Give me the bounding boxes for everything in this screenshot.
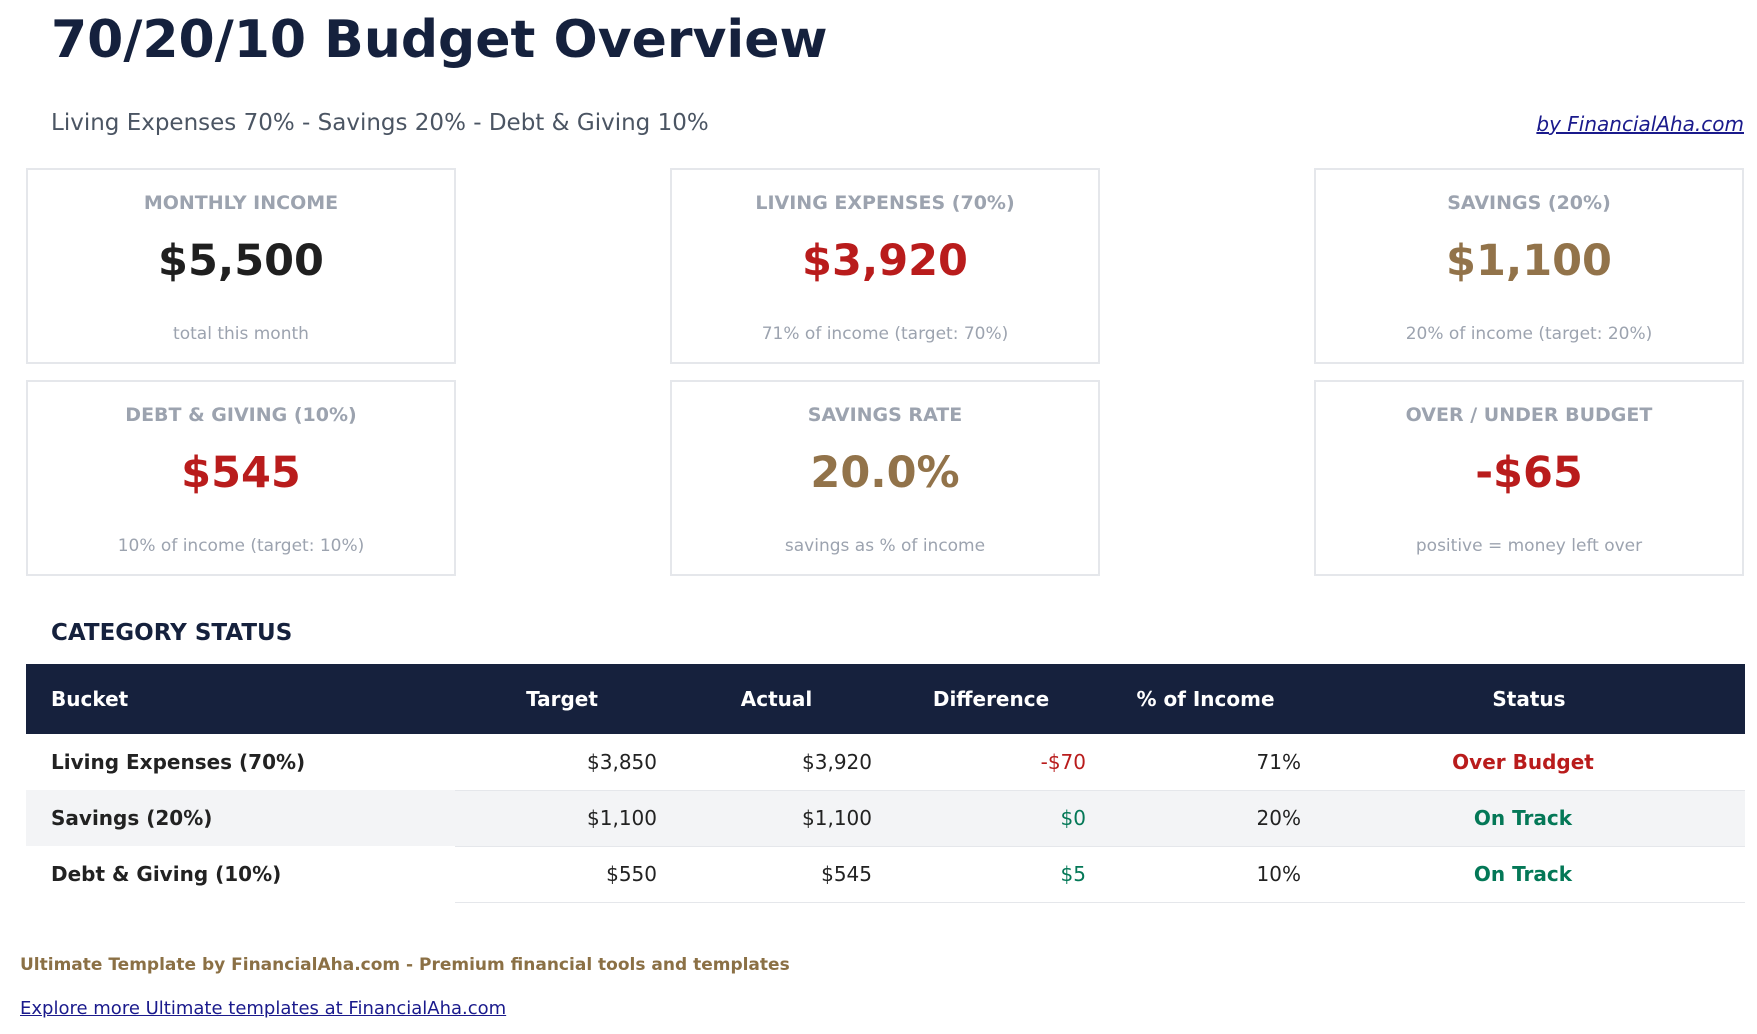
card-value: $5,500 bbox=[158, 236, 324, 286]
status-badge: On Track bbox=[1313, 846, 1745, 903]
byline-link[interactable]: by FinancialAha.com bbox=[1536, 112, 1744, 136]
card-label: MONTHLY INCOME bbox=[143, 192, 339, 214]
status-badge: On Track bbox=[1313, 790, 1745, 847]
col-status: Status bbox=[1313, 664, 1745, 734]
cell-difference: $5 bbox=[884, 846, 1098, 903]
category-status-table: Bucket Target Actual Difference % of Inc… bbox=[26, 664, 1745, 903]
page-subtitle: Living Expenses 70% - Savings 20% - Debt… bbox=[51, 110, 709, 136]
cell-pct-income: 71% bbox=[1098, 734, 1313, 791]
summary-card: SAVINGS (20%) $1,100 20% of income (targ… bbox=[1314, 168, 1744, 364]
summary-card: DEBT & GIVING (10%) $545 10% of income (… bbox=[26, 380, 456, 576]
cell-actual: $3,920 bbox=[669, 734, 884, 791]
summary-card: MONTHLY INCOME $5,500 total this month bbox=[26, 168, 456, 364]
card-label: LIVING EXPENSES (70%) bbox=[755, 192, 1015, 214]
card-subtext: 71% of income (target: 70%) bbox=[761, 324, 1009, 344]
table-row: Living Expenses (70%) $3,850 $3,920 -$70… bbox=[26, 734, 1745, 791]
card-subtext: total this month bbox=[173, 324, 309, 344]
cell-bucket: Savings (20%) bbox=[26, 790, 455, 846]
cell-target: $3,850 bbox=[455, 734, 669, 791]
status-badge: Over Budget bbox=[1313, 734, 1745, 791]
col-target: Target bbox=[455, 664, 669, 734]
summary-card: SAVINGS RATE 20.0% savings as % of incom… bbox=[670, 380, 1100, 576]
table-row: Savings (20%) $1,100 $1,100 $0 20% On Tr… bbox=[26, 790, 1745, 847]
footer-text: Ultimate Template by FinancialAha.com - … bbox=[20, 955, 790, 975]
summary-card: OVER / UNDER BUDGET -$65 positive = mone… bbox=[1314, 380, 1744, 576]
card-label: OVER / UNDER BUDGET bbox=[1405, 404, 1653, 426]
card-value: -$65 bbox=[1475, 448, 1583, 498]
card-subtext: positive = money left over bbox=[1415, 536, 1643, 556]
col-pct-income: % of Income bbox=[1098, 664, 1313, 734]
col-bucket: Bucket bbox=[26, 664, 455, 734]
section-title: CATEGORY STATUS bbox=[51, 620, 293, 646]
cell-pct-income: 10% bbox=[1098, 846, 1313, 903]
cell-pct-income: 20% bbox=[1098, 790, 1313, 847]
cell-actual: $1,100 bbox=[669, 790, 884, 847]
cell-bucket: Living Expenses (70%) bbox=[51, 750, 306, 774]
page-title: 70/20/10 Budget Overview bbox=[51, 10, 828, 70]
cell-bucket: Debt & Giving (10%) bbox=[51, 862, 282, 886]
cell-difference: -$70 bbox=[884, 734, 1098, 791]
card-value: $1,100 bbox=[1446, 236, 1612, 286]
explore-more-link[interactable]: Explore more Ultimate templates at Finan… bbox=[20, 998, 507, 1019]
cell-target: $1,100 bbox=[455, 790, 669, 847]
card-value: 20.0% bbox=[810, 448, 960, 498]
card-label: SAVINGS (20%) bbox=[1447, 192, 1611, 214]
summary-card: LIVING EXPENSES (70%) $3,920 71% of inco… bbox=[670, 168, 1100, 364]
card-value: $3,920 bbox=[802, 236, 968, 286]
card-subtext: 20% of income (target: 20%) bbox=[1405, 324, 1653, 344]
card-label: SAVINGS RATE bbox=[807, 404, 963, 426]
cell-actual: $545 bbox=[669, 846, 884, 903]
card-value: $545 bbox=[181, 448, 301, 498]
card-subtext: savings as % of income bbox=[784, 536, 986, 556]
cell-target: $550 bbox=[455, 846, 669, 903]
col-actual: Actual bbox=[669, 664, 884, 734]
card-subtext: 10% of income (target: 10%) bbox=[117, 536, 365, 556]
cell-difference: $0 bbox=[884, 790, 1098, 847]
col-difference: Difference bbox=[884, 664, 1098, 734]
table-row: Debt & Giving (10%) $550 $545 $5 10% On … bbox=[26, 846, 1745, 903]
card-label: DEBT & GIVING (10%) bbox=[125, 404, 357, 426]
